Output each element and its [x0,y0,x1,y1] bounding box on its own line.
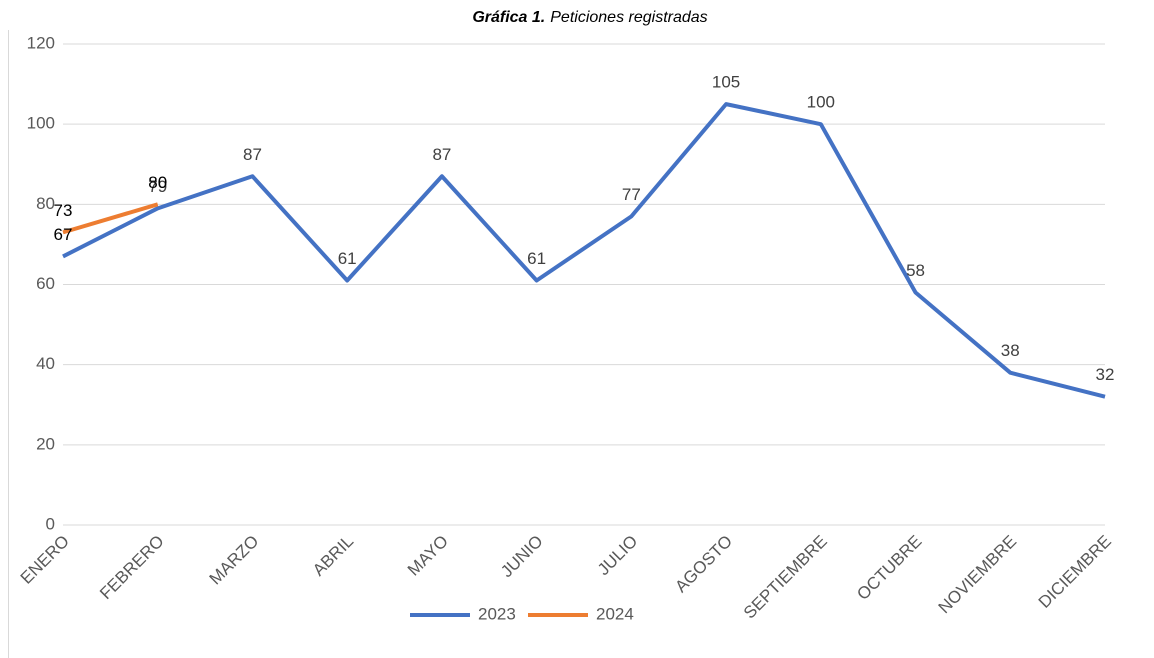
data-label: 87 [432,145,451,164]
legend-label: 2023 [478,604,516,623]
data-label: 80 [148,173,167,192]
data-label: 87 [243,145,262,164]
y-tick-label: 80 [36,194,55,213]
series-line [62,202,159,235]
data-label: 105 [712,73,740,92]
y-tick-label: 20 [36,434,55,453]
data-label: 61 [338,249,357,268]
x-tick-label: AGOSTO [671,532,736,597]
x-tick-label: MARZO [206,532,263,589]
x-tick-label: SEPTIEMBRE [740,532,831,623]
x-tick-label: JULIO [594,532,642,580]
data-label: 38 [1001,341,1020,360]
x-tick-label: NOVIEMBRE [935,532,1021,618]
legend: 2023 2024 [410,604,634,623]
data-label: 77 [622,185,641,204]
x-tick-label: FEBRERO [96,532,168,604]
x-tick-label: ABRIL [309,532,357,580]
data-label: 73 [54,201,73,220]
title-prefix: Gráfica 1. [472,9,545,26]
x-tick-label: DICIEMBRE [1035,532,1115,612]
y-tick-label: 100 [27,114,55,133]
title-text: Peticiones registradas [550,9,707,26]
data-label: 58 [906,261,925,280]
y-tick-label: 40 [36,354,55,373]
data-label: 100 [807,93,835,112]
data-label: 67 [54,225,73,244]
y-tick-label: 120 [27,33,55,52]
y-tick-label: 0 [46,514,55,533]
legend-label: 2024 [596,604,634,623]
chart-title: Gráfica 1. Peticiones registradas [472,9,707,26]
data-label: 61 [527,249,546,268]
x-tick-label: JUNIO [497,532,546,581]
x-tick-label: OCTUBRE [853,532,925,604]
data-label: 79 [148,177,167,196]
y-tick-label: 60 [36,274,55,293]
series-line [62,102,1106,399]
x-tick-label: MAYO [404,532,452,580]
x-tick-label: ENERO [17,532,73,588]
data-label: 32 [1096,365,1115,384]
